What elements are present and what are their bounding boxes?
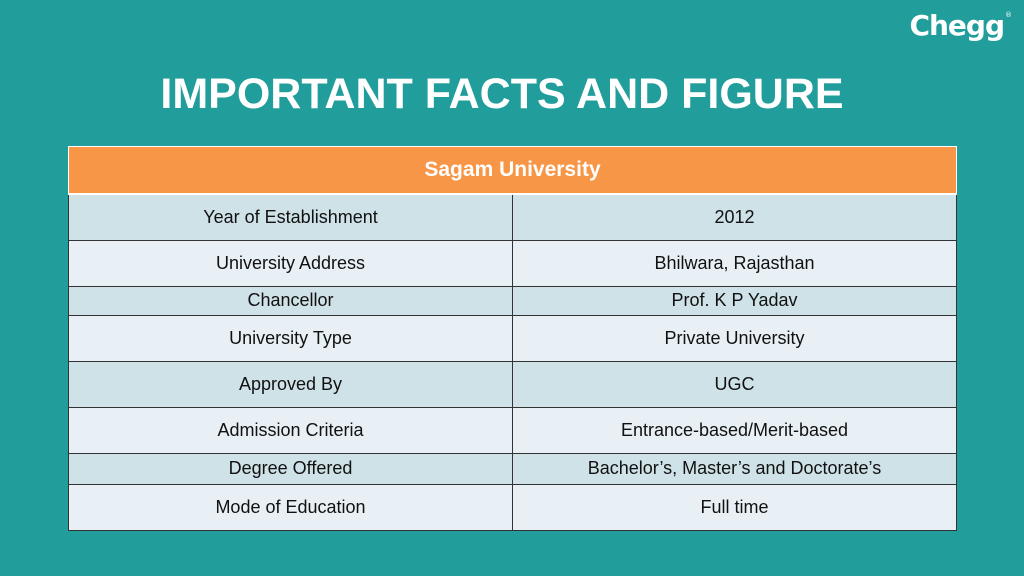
row-label: Chancellor [68,285,513,316]
slide-title: IMPORTANT FACTS AND FIGURE [160,70,844,118]
registered-mark: ® [1005,11,1012,19]
row-value: Prof. K P Yadav [512,285,957,316]
table-row: Degree Offered Bachelor’s, Master’s and … [68,452,957,485]
table-row: Chancellor Prof. K P Yadav [68,285,957,316]
row-value: Full time [512,483,957,531]
table-row: University Type Private University [68,314,957,362]
row-label: Mode of Education [68,483,513,531]
row-value: 2012 [512,193,957,241]
table-row: University Address Bhilwara, Rajasthan [68,239,957,287]
row-value: Entrance-based/Merit-based [512,406,957,454]
row-label: Admission Criteria [68,406,513,454]
table-row: Year of Establishment 2012 [68,193,957,241]
row-value: UGC [512,360,957,408]
row-value: Private University [512,314,957,362]
logo-text: Chegg [909,9,1005,42]
row-label: University Type [68,314,513,362]
table-header: Sagam University [68,146,957,195]
row-label: Year of Establishment [68,193,513,241]
row-value: Bhilwara, Rajasthan [512,239,957,287]
row-label: University Address [68,239,513,287]
facts-table: Sagam University Year of Establishment 2… [68,146,957,531]
table-row: Admission Criteria Entrance-based/Merit-… [68,406,957,454]
table-row: Approved By UGC [68,360,957,408]
chegg-logo: Chegg® [909,12,1012,40]
row-value: Bachelor’s, Master’s and Doctorate’s [512,452,957,485]
table-row: Mode of Education Full time [68,483,957,531]
row-label: Degree Offered [68,452,513,485]
row-label: Approved By [68,360,513,408]
table-header-row: Sagam University [68,146,957,195]
